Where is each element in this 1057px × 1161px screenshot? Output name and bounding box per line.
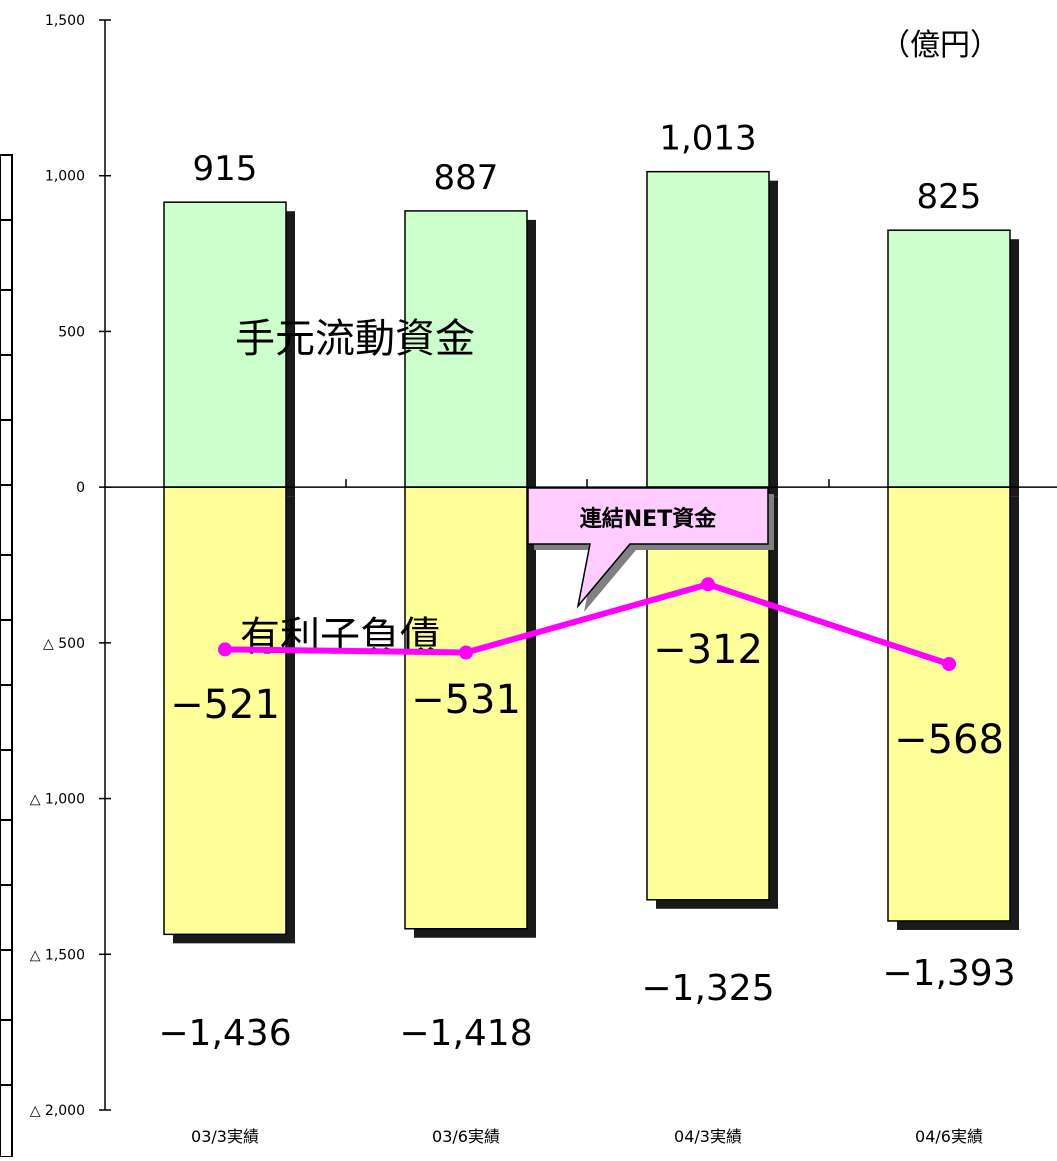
y-tick-label: △ 500 <box>43 636 85 652</box>
bar-interest-debt <box>404 486 528 930</box>
callout-label-net-funds: 連結NET資金 <box>580 506 717 532</box>
x-tick-label: 04/6実績 <box>915 1127 983 1146</box>
data-label-liquid-funds: 915 <box>193 149 258 189</box>
bar-liquid-funds <box>887 229 1011 488</box>
series-label-liquid-funds: 手元流動資金 <box>235 316 475 362</box>
bar-interest-debt <box>887 486 1011 922</box>
data-label-net-funds: −568 <box>894 717 1004 763</box>
data-label-interest-debt: −1,436 <box>158 1013 291 1054</box>
data-label-liquid-funds: 1,013 <box>659 119 756 159</box>
net-funds-point <box>459 645 473 660</box>
x-tick-label: 03/3実績 <box>191 1127 259 1146</box>
net-funds-point <box>218 642 232 657</box>
left-table-edge <box>0 154 13 1158</box>
data-label-interest-debt: −1,393 <box>882 953 1015 994</box>
y-tick-label: 0 <box>76 480 85 496</box>
unit-label: （億円） <box>880 28 1000 63</box>
data-label-net-funds: −531 <box>411 677 521 723</box>
data-label-liquid-funds: 887 <box>434 158 499 198</box>
y-tick-label: 1,500 <box>45 13 85 29</box>
bar-liquid-funds <box>163 201 287 488</box>
net-funds-point <box>942 657 956 672</box>
data-label-interest-debt: −1,325 <box>641 968 774 1009</box>
bar-liquid-funds <box>646 170 770 488</box>
bar-interest-debt <box>163 486 287 936</box>
bar-liquid-funds <box>404 210 528 488</box>
data-label-interest-debt: −1,418 <box>399 1013 532 1054</box>
y-tick-label: △ 2,000 <box>30 1103 85 1119</box>
data-label-net-funds: −312 <box>653 627 763 673</box>
y-tick-label: 500 <box>58 324 85 340</box>
data-label-liquid-funds: 825 <box>917 177 982 217</box>
net-funds-point <box>701 577 715 592</box>
data-label-net-funds: −521 <box>170 682 280 728</box>
callout-box <box>527 487 769 609</box>
net-funds-line <box>224 581 950 667</box>
x-tick-label: 04/3実績 <box>674 1127 742 1146</box>
y-tick-label: △ 1,500 <box>30 947 85 963</box>
x-tick-label: 03/6実績 <box>432 1127 500 1146</box>
y-tick-label: △ 1,000 <box>30 792 85 808</box>
y-tick-label: 1,000 <box>45 169 85 185</box>
